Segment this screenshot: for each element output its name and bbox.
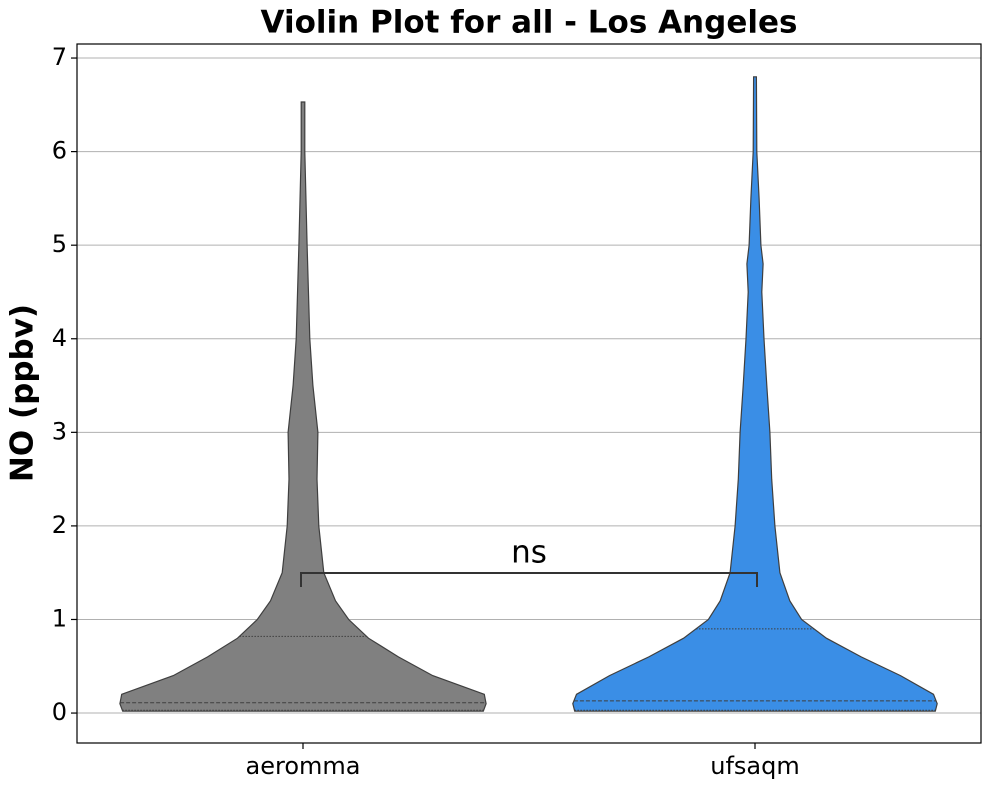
x-tick-label: ufsaqm [710, 752, 799, 780]
significance-bracket [300, 572, 758, 587]
y-axis-label: NO (ppbv) [5, 304, 41, 482]
y-tick-label: 2 [52, 511, 67, 539]
violin [119, 101, 487, 712]
y-tick-label: 6 [52, 137, 67, 165]
y-tick-label: 1 [52, 604, 67, 632]
y-tick-label: 4 [52, 324, 67, 352]
y-tick-label: 5 [52, 230, 67, 258]
violin [572, 76, 938, 712]
plot-frame [76, 43, 982, 744]
y-tick-label: 0 [52, 698, 67, 726]
chart-title: Violin Plot for all - Los Angeles [261, 5, 798, 41]
y-tick-label: 3 [52, 417, 67, 445]
annotation: ns [511, 535, 547, 571]
y-tick-label: 7 [52, 43, 67, 71]
x-tick-label: aeromma [246, 752, 361, 780]
